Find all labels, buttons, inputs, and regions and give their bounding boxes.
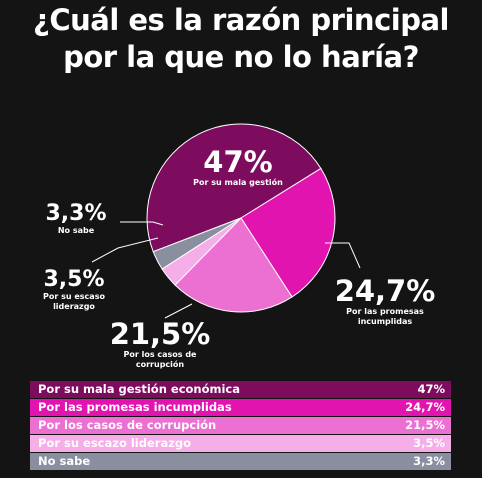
leader-line-corrupcion — [164, 303, 193, 319]
legend-value: 21,5% — [405, 418, 445, 432]
legend-row-corrupcion: Por los casos de corrupción 21,5% — [30, 417, 451, 434]
category-label-mala-gestion: Por su mala gestión — [193, 178, 283, 187]
legend-value: 24,7% — [405, 400, 445, 414]
legend-label: No sabe — [38, 454, 91, 468]
legend-value: 3,5% — [413, 436, 445, 450]
category-label-corrupcion: Por los casos de corrupción — [123, 350, 197, 369]
legend-row-no-sabe: No sabe 3,3% — [30, 453, 451, 470]
value-label-corrupcion: 21,5% — [109, 317, 211, 351]
pie-slice-mala-gestion — [146, 123, 322, 253]
leader-line-promesas — [325, 242, 361, 269]
legend-label: Por los casos de corrupción — [38, 418, 217, 432]
legend-table: Por su mala gestión económica 47% Por la… — [30, 381, 451, 471]
title-line-1: ¿Cuál es la razón principal — [33, 3, 449, 37]
leader-line-no-sabe — [120, 221, 164, 226]
chart-title: ¿Cuál es la razón principal por la que n… — [0, 2, 482, 76]
legend-row-liderazgo: Por su escazo liderazgo 3,5% — [30, 435, 451, 452]
label-liderazgo: 3,5% Por su escaso liderazgo — [30, 268, 118, 312]
legend-value: 3,3% — [413, 454, 445, 468]
category-label-liderazgo: Por su escaso liderazgo — [43, 292, 105, 311]
legend-label: Por su escazo liderazgo — [38, 436, 192, 450]
label-promesas: 24,7% Por las promesas incumplidas — [330, 275, 440, 327]
value-label-promesas: 24,7% — [334, 274, 436, 308]
legend-value: 47% — [417, 382, 445, 396]
label-corrupcion: 21,5% Por los casos de corrupción — [108, 318, 212, 370]
value-label-liderazgo: 3,5% — [43, 267, 105, 292]
pie-slice-no-sabe — [152, 217, 242, 270]
category-label-promesas: Por las promesas incumplidas — [346, 307, 424, 326]
value-label-no-sabe: 3,3% — [45, 201, 107, 226]
legend-row-mala-gestion: Por su mala gestión económica 47% — [30, 381, 451, 398]
leader-line-liderazgo — [91, 237, 159, 263]
title-line-2: por la que no lo haría? — [63, 40, 419, 74]
legend-row-promesas: Por las promesas incumplidas 24,7% — [30, 399, 451, 416]
legend-label: Por las promesas incumplidas — [38, 400, 232, 414]
legend-label: Por su mala gestión económica — [38, 382, 241, 396]
category-label-no-sabe: No sabe — [57, 226, 95, 235]
value-label-mala-gestion: 47% — [203, 145, 273, 179]
label-no-sabe: 3,3% No sabe — [36, 202, 116, 236]
pie-slice-corrupcion — [174, 217, 293, 313]
label-mala-gestion: 47% Por su mala gestión — [178, 146, 298, 188]
pie-slice-promesas — [240, 167, 336, 298]
